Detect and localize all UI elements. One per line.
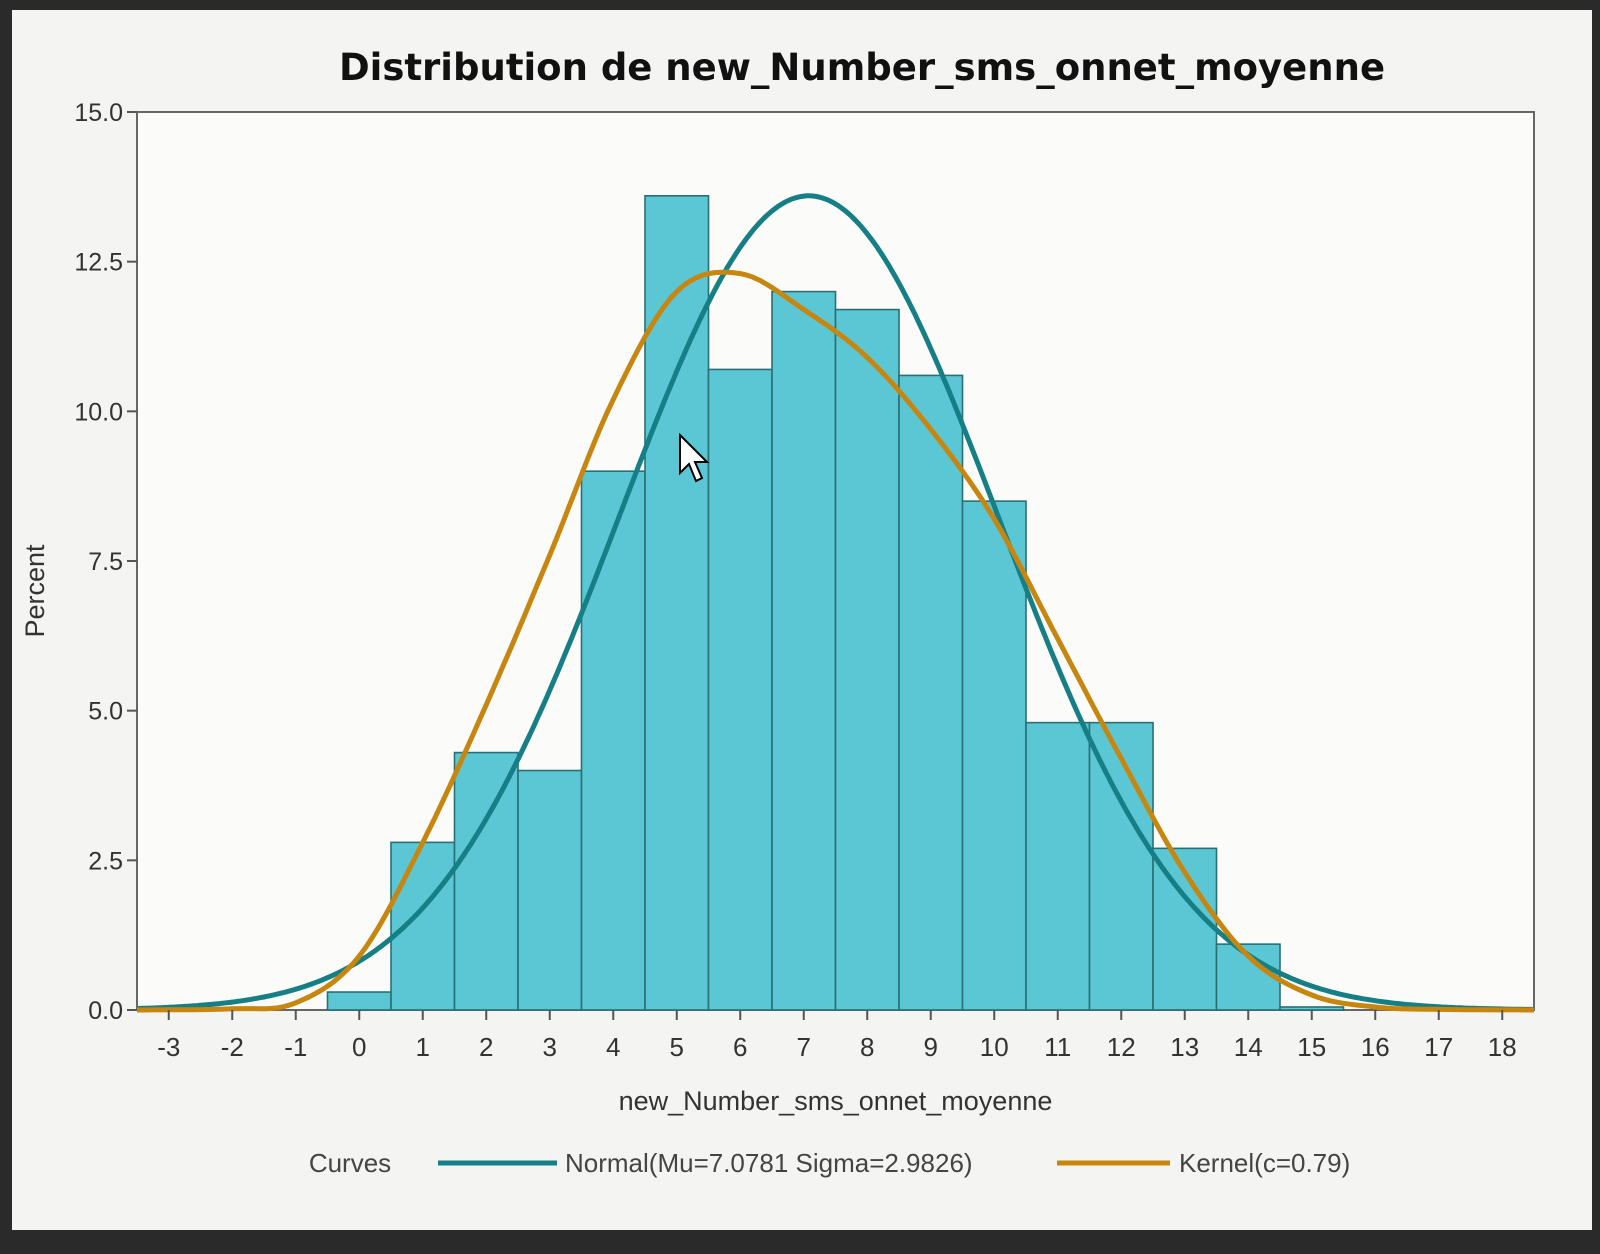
x-tick-label: 11 (1044, 1032, 1071, 1062)
legend-label: Kernel(c=0.79) (1179, 1148, 1350, 1178)
y-tick-label: 0.0 (88, 997, 123, 1025)
chart-window: Distribution de new_Number_sms_onnet_moy… (12, 10, 1592, 1230)
x-tick-label: 3 (543, 1032, 557, 1062)
x-tick-label: 14 (1234, 1032, 1263, 1062)
x-tick-label: 16 (1361, 1032, 1390, 1062)
x-axis-label: new_Number_sms_onnet_moyenne (619, 1086, 1053, 1116)
y-tick-label: 10.0 (74, 398, 123, 426)
x-tick-label: 9 (924, 1032, 938, 1062)
x-tick-label: 10 (980, 1032, 1009, 1062)
histogram-bar (898, 374, 964, 1011)
legend-title: Curves (309, 1148, 391, 1178)
histogram-bar (580, 470, 646, 1011)
x-tick-label: 18 (1488, 1032, 1517, 1062)
x-tick-label: 4 (606, 1032, 620, 1062)
kernel-curve-line (137, 269, 1534, 1013)
x-tick-label: -3 (157, 1032, 180, 1062)
x-tick-label: 15 (1297, 1032, 1326, 1062)
normal-curve-line (136, 193, 1535, 1012)
histogram-bar (1279, 1006, 1345, 1011)
histogram-bar (834, 308, 900, 1011)
x-tick-label: 1 (416, 1032, 430, 1062)
y-axis-label: Percent (20, 544, 50, 638)
histogram-bar (326, 991, 392, 1011)
histogram-bar (517, 769, 583, 1011)
x-tick-label: 7 (797, 1032, 811, 1062)
y-tick-label: 15.0 (74, 99, 123, 127)
x-tick-label: 0 (352, 1032, 366, 1062)
x-tick-label: 6 (733, 1032, 747, 1062)
histogram-bar (771, 290, 837, 1011)
x-tick-label: 8 (860, 1032, 874, 1062)
x-tick-label: -1 (284, 1032, 307, 1062)
histogram-bar (453, 751, 519, 1011)
histogram-bar (644, 195, 710, 1011)
x-tick-label: 13 (1170, 1032, 1199, 1062)
histogram-bar (1025, 721, 1091, 1011)
y-tick-label: 2.5 (88, 847, 123, 875)
x-tick-label: 5 (670, 1032, 684, 1062)
histogram-bar (707, 368, 773, 1011)
histogram-bar (1088, 721, 1154, 1011)
mouse-pointer-icon (679, 433, 710, 483)
x-tick-label: 12 (1107, 1032, 1136, 1062)
legend-label: Normal(Mu=7.0781 Sigma=2.9826) (565, 1148, 973, 1178)
y-tick-label: 12.5 (74, 249, 123, 277)
y-tick-label: 7.5 (88, 548, 123, 576)
chart-title: Distribution de new_Number_sms_onnet_moy… (338, 46, 1386, 89)
histogram-chart: 0.02.55.07.510.012.515.0-3 -2 -1 0 1 2 3 4 5 6 7 8 9… (20, 99, 1535, 1178)
histogram-bar (961, 500, 1027, 1011)
y-tick-label: 5.0 (88, 698, 123, 726)
x-tick-label: 2 (479, 1032, 493, 1062)
histogram-bar (390, 841, 456, 1011)
x-tick-label: -2 (221, 1032, 244, 1062)
x-tick-label: 17 (1424, 1032, 1453, 1062)
